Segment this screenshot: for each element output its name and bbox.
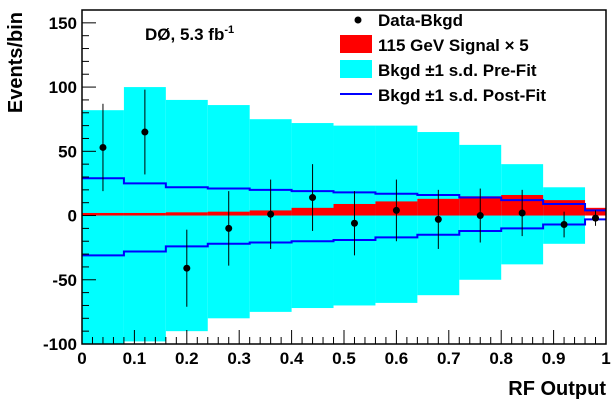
x-tick-label: 0.7 [437, 349, 461, 368]
data-point [560, 221, 568, 229]
data-point [141, 128, 149, 136]
chart-title-superscript: -1 [224, 24, 234, 36]
data-point [434, 215, 442, 223]
data-point [518, 209, 526, 217]
data-point [392, 206, 400, 214]
x-axis-label: RF Output [508, 378, 606, 400]
y-tick-label: 0 [68, 207, 77, 226]
y-axis-label: Events/bin [5, 12, 27, 113]
data-point [476, 212, 484, 220]
data-point [267, 210, 275, 218]
x-tick-label: 1 [601, 349, 610, 368]
data-point [592, 214, 600, 222]
chart-title-text: DØ, 5.3 fb [145, 25, 224, 44]
y-tick-label: 50 [58, 142, 77, 161]
axis-ticks [81, 9, 607, 345]
tick-labels: 0 0.1 0.2 0.3 0.4 0.5 0.6 0.7 0.8 0.9 1 -100 -50 0 50 1… [43, 14, 611, 368]
x-tick-label: 0.1 [123, 349, 147, 368]
legend: Data-Bkgd 115 GeV Signal × 5 Bkgd ±1 s.d. … [340, 11, 546, 105]
x-tick-label: 0 [77, 349, 86, 368]
legend-label: Data-Bkgd [378, 11, 463, 30]
x-tick-label: 0.9 [542, 349, 566, 368]
data-point [225, 224, 233, 232]
x-tick-label: 0.2 [175, 349, 199, 368]
x-tick-label: 0.6 [385, 349, 409, 368]
x-tick-label: 0.3 [227, 349, 251, 368]
data-point [99, 143, 107, 151]
x-tick-label: 0.5 [332, 349, 356, 368]
data-point [350, 219, 358, 227]
legend-label: 115 GeV Signal × 5 [378, 36, 529, 55]
signal-bin [165, 212, 208, 216]
y-tick-label: -100 [43, 335, 77, 354]
legend-marker-box [340, 60, 372, 78]
legend-label: Bkgd ±1 s.d. Pre-Fit [378, 61, 537, 80]
data-point [309, 194, 317, 202]
signal-bin [82, 212, 124, 216]
signal-bin [123, 212, 166, 216]
x-tick-label: 0.4 [280, 349, 304, 368]
x-tick-label: 0.8 [489, 349, 513, 368]
legend-marker-dot [354, 16, 362, 24]
chart-title: DØ, 5.3 fb-1 [145, 24, 234, 44]
legend-label: Bkgd ±1 s.d. Post-Fit [378, 86, 546, 105]
plot-area [82, 87, 606, 344]
y-tick-label: 100 [49, 78, 77, 97]
y-tick-label: -50 [52, 271, 77, 290]
y-tick-label: 150 [49, 14, 77, 33]
legend-marker-box [340, 35, 372, 53]
data-point [183, 264, 191, 272]
